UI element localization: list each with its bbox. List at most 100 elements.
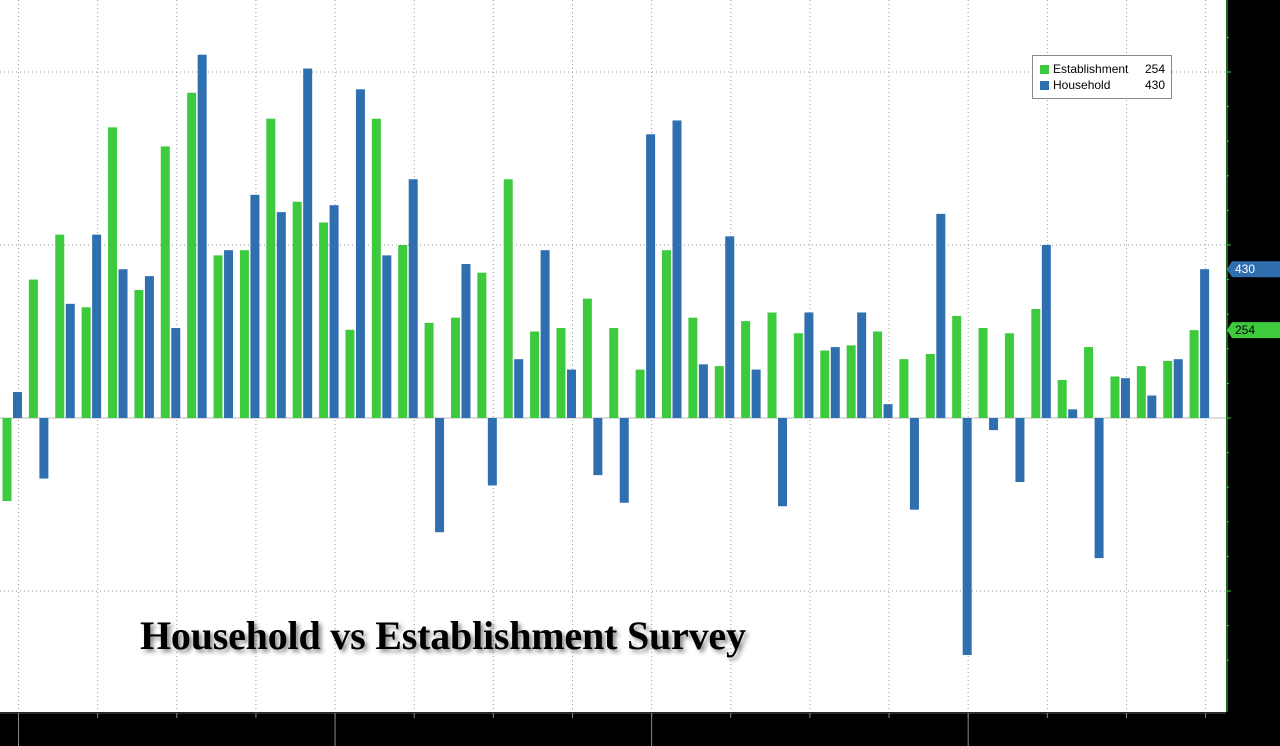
bar-establishment: [662, 250, 671, 418]
bar-household: [778, 418, 788, 507]
legend-label-establishment: Establishment: [1053, 62, 1129, 76]
bar-household: [92, 234, 102, 418]
bar-establishment: [820, 350, 830, 418]
last-value-tag-household: [1227, 261, 1280, 278]
bar-establishment: [424, 322, 434, 418]
bar-household: [830, 347, 840, 418]
bar-establishment: [873, 331, 883, 418]
x-tick-label: Jun: [167, 716, 186, 730]
bar-establishment: [1189, 330, 1199, 418]
bar-household: [1068, 409, 1078, 418]
bar-establishment: [371, 118, 381, 419]
legend-entry-household: Household 430: [1040, 77, 1165, 93]
bar-establishment: [1084, 347, 1094, 418]
chart-title: Household vs Establishment Survey: [140, 613, 746, 658]
bar-household: [1015, 418, 1025, 483]
bar-household: [1173, 359, 1183, 418]
bar-household: [435, 418, 445, 533]
bar-household: [487, 418, 497, 486]
bar-household: [118, 269, 128, 418]
bar-establishment: [1031, 309, 1041, 418]
bar-household: [13, 392, 22, 418]
bar-establishment: [398, 245, 408, 418]
y-tick-label: -500: [1234, 584, 1258, 598]
bar-establishment: [741, 321, 751, 418]
bar-household: [250, 194, 260, 418]
chart-legend: Establishment 254 Household 430: [1032, 55, 1172, 99]
legend-label-household: Household: [1053, 78, 1111, 92]
bar-establishment: [55, 234, 65, 418]
bar-household: [909, 418, 919, 510]
bar-household: [672, 120, 682, 418]
bar-establishment: [846, 345, 856, 418]
x-year-label: 2023: [791, 732, 818, 746]
legend-value-establishment: 254: [1144, 62, 1165, 76]
bar-household: [725, 236, 735, 418]
bar-establishment: [2, 418, 12, 502]
bar-establishment: [1136, 366, 1146, 418]
bar-establishment: [503, 179, 513, 418]
y-tick-label: 1000: [1234, 65, 1261, 79]
bar-household: [171, 328, 181, 418]
bar-establishment: [1110, 376, 1120, 418]
x-tick-label: Sep: [245, 716, 267, 730]
bar-household: [1120, 378, 1130, 418]
legend-swatch-establishment: [1040, 64, 1049, 74]
bar-household: [197, 54, 207, 418]
bar-household: [1147, 395, 1157, 418]
bar-household: [936, 213, 946, 418]
x-year-label: 2022: [474, 732, 501, 746]
bar-establishment: [925, 353, 935, 418]
bar-household: [857, 312, 867, 418]
bar-establishment: [28, 279, 38, 418]
bar-household: [619, 418, 629, 503]
bar-establishment: [714, 366, 724, 418]
x-tick-label: Mar: [720, 716, 741, 730]
bar-establishment: [530, 331, 540, 418]
x-tick-label: Jun: [484, 716, 503, 730]
x-tick-label: Jun: [800, 716, 819, 730]
bar-household: [514, 359, 524, 418]
bar-household: [329, 205, 339, 418]
bar-establishment: [978, 328, 988, 418]
bar-establishment: [134, 289, 144, 418]
bar-establishment: [899, 359, 909, 418]
x-tick-label: Jun: [1117, 716, 1136, 730]
bar-establishment: [108, 127, 118, 419]
legend-entry-establishment: Establishment 254: [1040, 61, 1165, 77]
bar-household: [303, 68, 313, 418]
bar-household: [382, 255, 392, 418]
bar-household: [461, 264, 471, 418]
bar-household: [883, 404, 893, 418]
bar-household: [39, 418, 49, 479]
last-value-tag-establishment: [1227, 322, 1280, 339]
bar-establishment: [319, 222, 329, 418]
bar-household: [751, 369, 761, 418]
bar-establishment: [793, 333, 803, 418]
bar-establishment: [292, 201, 302, 418]
bar-establishment: [266, 118, 276, 419]
bar-establishment: [477, 272, 487, 418]
x-year-label: 2024: [1108, 732, 1135, 746]
bar-establishment: [81, 307, 91, 418]
bar-household: [804, 312, 814, 418]
legend-swatch-household: [1040, 80, 1049, 90]
x-tick-label: Mar: [1037, 716, 1058, 730]
bar-household: [144, 276, 154, 418]
last-value-label-establishment: 254: [1235, 323, 1255, 337]
x-year-label: 2021: [158, 732, 185, 746]
bar-establishment: [609, 328, 619, 418]
bar-establishment: [556, 328, 566, 418]
last-value-label-household: 430: [1235, 262, 1255, 276]
legend-value-household: 430: [1144, 78, 1165, 92]
bar-household: [593, 418, 603, 476]
bar-household: [1094, 418, 1104, 559]
x-tick-label: Sep: [562, 716, 584, 730]
bar-household: [540, 250, 550, 418]
bar-household: [65, 303, 75, 418]
bar-establishment: [160, 146, 170, 418]
bar-household: [408, 179, 418, 418]
bar-household: [962, 418, 972, 656]
